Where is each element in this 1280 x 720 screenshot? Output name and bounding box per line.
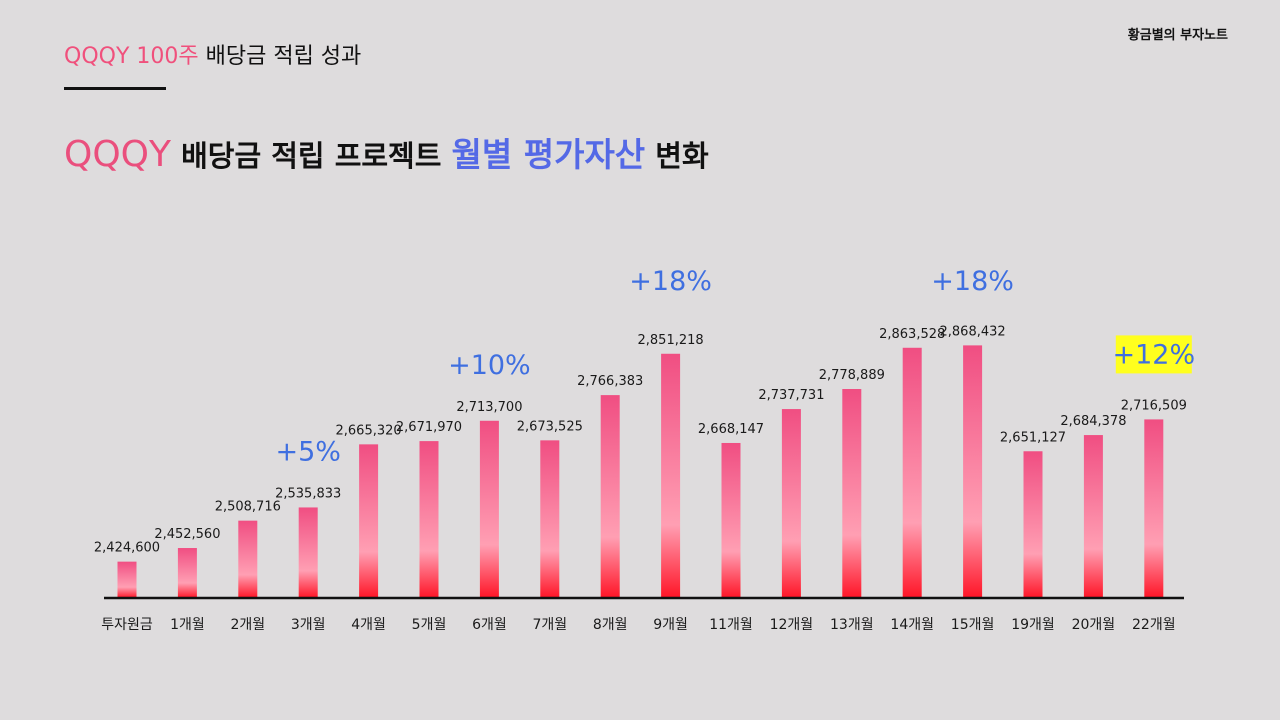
value-label-0: 2,424,600 xyxy=(94,541,160,556)
value-label-2: 2,508,716 xyxy=(215,500,281,515)
x-tick-label-15: 19개월 xyxy=(1011,617,1055,633)
growth-annotation-2: +18% xyxy=(629,266,712,297)
annotation-highlight-4 xyxy=(1115,335,1192,374)
bar-4 xyxy=(359,444,379,598)
x-tick-label-0: 투자원금 xyxy=(101,617,153,633)
bar-11 xyxy=(781,409,801,598)
x-tick-label-3: 3개월 xyxy=(291,617,326,633)
bar-7 xyxy=(540,440,560,598)
bar-3 xyxy=(298,507,318,598)
x-tick-label-13: 14개월 xyxy=(890,617,934,633)
x-tick-label-1: 1개월 xyxy=(170,617,205,633)
x-tick-label-7: 7개월 xyxy=(532,617,567,633)
value-label-5: 2,671,970 xyxy=(396,420,462,435)
x-tick-label-12: 13개월 xyxy=(830,617,874,633)
x-tick-label-6: 6개월 xyxy=(472,617,507,633)
bar-14 xyxy=(963,345,983,598)
bar-2 xyxy=(238,520,258,598)
value-label-3: 2,535,833 xyxy=(275,486,341,501)
header-title: QQQY 100주 배당금 적립 성과 xyxy=(64,38,361,70)
growth-annotation-3: +18% xyxy=(931,266,1014,297)
x-tick-label-9: 9개월 xyxy=(653,617,688,633)
bar-10 xyxy=(721,442,741,598)
main-title: QQQY 배당금 적립 프로젝트 월별 평가자산 변화 xyxy=(64,128,709,176)
value-label-13: 2,863,528 xyxy=(879,327,945,342)
value-label-6: 2,713,700 xyxy=(456,400,522,415)
value-label-11: 2,737,731 xyxy=(758,388,824,403)
main-title-ticker: QQQY xyxy=(64,134,171,175)
x-tick-label-11: 12개월 xyxy=(770,617,814,633)
value-label-12: 2,778,889 xyxy=(819,368,885,383)
bar-16 xyxy=(1083,435,1103,598)
bar-13 xyxy=(902,347,922,598)
value-label-8: 2,766,383 xyxy=(577,374,643,389)
header-divider xyxy=(64,87,166,90)
value-label-9: 2,851,218 xyxy=(638,333,704,348)
main-title-project: 배당금 적립 프로젝트 xyxy=(171,139,452,173)
value-label-17: 2,716,509 xyxy=(1121,398,1187,413)
x-tick-label-2: 2개월 xyxy=(230,617,265,633)
value-label-7: 2,673,525 xyxy=(517,419,583,434)
bar-15 xyxy=(1023,451,1043,598)
x-tick-label-8: 8개월 xyxy=(593,617,628,633)
header-title-accent: QQQY 100주 xyxy=(64,44,199,69)
x-tick-label-4: 4개월 xyxy=(351,617,386,633)
main-title-highlight: 월별 평가자산 xyxy=(451,135,646,174)
bar-12 xyxy=(842,389,862,598)
bar-17 xyxy=(1144,419,1164,598)
main-title-suffix: 변화 xyxy=(645,139,709,173)
value-label-10: 2,668,147 xyxy=(698,422,764,437)
bar-9 xyxy=(661,353,681,598)
growth-annotation-0: +5% xyxy=(275,436,340,467)
x-tick-label-5: 5개월 xyxy=(412,617,447,633)
x-tick-label-10: 11개월 xyxy=(709,617,753,633)
value-label-16: 2,684,378 xyxy=(1060,414,1126,429)
header-title-rest: 배당금 적립 성과 xyxy=(198,44,362,69)
x-tick-label-14: 15개월 xyxy=(951,617,995,633)
bar-6 xyxy=(479,420,499,598)
growth-annotation-1: +10% xyxy=(448,350,531,381)
bar-0 xyxy=(117,561,137,598)
bar-8 xyxy=(600,395,620,598)
brand-name: 황금별의 부자노트 xyxy=(1127,28,1228,43)
bar-1 xyxy=(177,548,197,598)
bar-5 xyxy=(419,441,439,598)
x-tick-label-16: 20개월 xyxy=(1072,617,1116,633)
x-tick-label-17: 22개월 xyxy=(1132,617,1176,633)
value-label-15: 2,651,127 xyxy=(1000,430,1066,445)
value-label-1: 2,452,560 xyxy=(154,527,220,542)
value-label-14: 2,868,432 xyxy=(940,324,1006,339)
growth-annotation-4: +12% xyxy=(1112,339,1195,370)
value-label-4: 2,665,320 xyxy=(336,423,402,438)
